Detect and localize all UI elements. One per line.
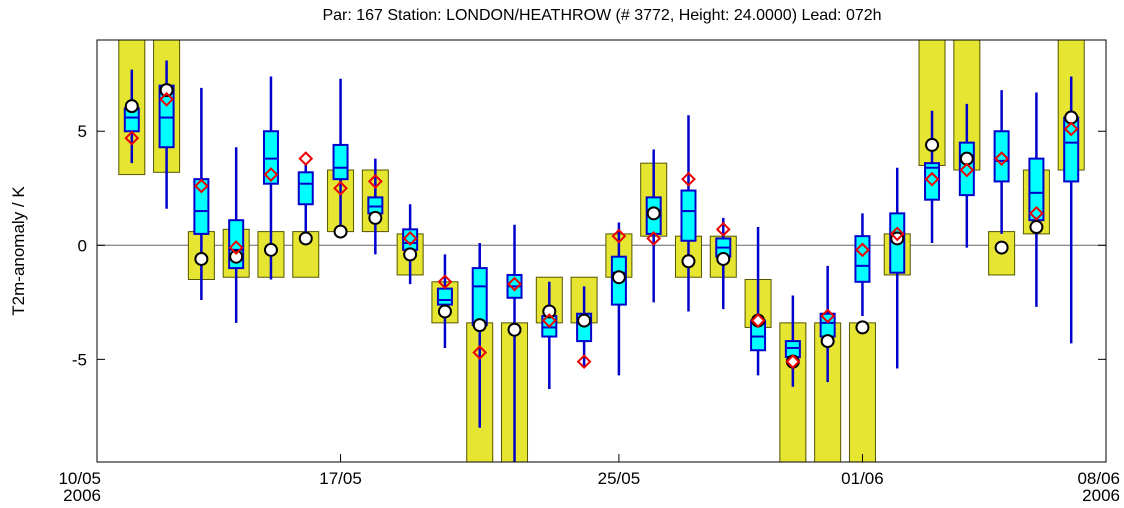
x-tick-label: 25/05 <box>598 469 641 488</box>
circle-marker <box>298 231 313 246</box>
circle-marker <box>890 231 905 246</box>
circle-marker <box>194 251 209 266</box>
chart-title: Par: 167 Station: LONDON/HEATHROW (# 377… <box>322 7 881 24</box>
band <box>814 322 842 462</box>
box <box>680 189 697 242</box>
diamond-marker <box>541 313 557 328</box>
circle-marker <box>646 206 661 221</box>
circle-marker <box>333 224 348 239</box>
diamond-marker <box>1063 121 1079 137</box>
diamond-marker <box>646 231 662 246</box>
diamond-marker <box>333 180 348 196</box>
diamond-marker <box>402 231 418 246</box>
diamond-marker <box>889 226 905 242</box>
circle-marker <box>751 313 766 328</box>
circle-marker <box>716 251 731 266</box>
circle-marker <box>437 304 452 319</box>
diamond-marker <box>994 151 1010 167</box>
diamond-marker <box>959 162 975 178</box>
diamond-marker <box>193 178 209 194</box>
diamond-marker <box>124 130 140 146</box>
circle-marker <box>403 247 418 262</box>
circle-marker <box>159 83 174 98</box>
box <box>471 267 488 327</box>
circle-marker <box>507 322 522 337</box>
diamond-marker <box>715 221 731 237</box>
diamond-marker <box>472 345 488 360</box>
circle-marker <box>229 249 244 264</box>
y-axis-label: T2m-anomaly / K <box>9 186 28 316</box>
circle-marker <box>925 137 940 152</box>
circle-marker <box>681 254 696 269</box>
diamond-marker <box>681 171 696 187</box>
box <box>332 143 349 181</box>
circle-marker <box>124 99 139 114</box>
box <box>436 287 453 306</box>
circle-marker <box>472 318 487 333</box>
diamond-marker <box>367 174 383 189</box>
circle-marker <box>994 240 1009 255</box>
diamond-marker <box>820 308 836 324</box>
y-tick-label: -5 <box>72 350 87 369</box>
diamond-marker <box>576 354 592 370</box>
diamond-marker <box>228 240 244 255</box>
circle-marker <box>577 313 592 328</box>
diamond-marker <box>263 167 279 182</box>
x-tick-label: 01/06 <box>841 469 884 488</box>
circle-marker <box>368 210 383 225</box>
x-tick-label: 17/05 <box>319 469 362 488</box>
circle-marker <box>1029 220 1044 235</box>
diamond-marker <box>750 313 766 328</box>
diamond-marker <box>855 242 870 258</box>
circle-marker <box>785 354 800 369</box>
diamond-marker <box>298 151 314 167</box>
x-tick-label: 10/05 2006 <box>58 469 101 505</box>
box <box>924 162 941 201</box>
box <box>993 130 1010 183</box>
diamond-marker <box>611 228 627 244</box>
band <box>848 322 876 462</box>
diamond-marker <box>159 91 175 107</box>
circle-marker <box>855 320 870 335</box>
y-tick-label: 0 <box>78 236 87 255</box>
circle-marker <box>611 270 626 285</box>
diamond-marker <box>437 274 453 290</box>
plot-frame <box>96 39 1107 463</box>
diamond-marker <box>924 171 940 187</box>
plot-area <box>97 40 1106 462</box>
circle-marker <box>542 304 557 319</box>
diamond-marker <box>785 354 801 370</box>
circle-marker <box>820 334 835 349</box>
box <box>297 171 314 206</box>
box <box>262 130 279 185</box>
diamond-marker <box>507 276 522 292</box>
diamond-marker <box>1028 205 1044 221</box>
y-tick-label: 5 <box>78 122 87 141</box>
circle-marker <box>263 242 278 257</box>
x-tick-label: 08/06 2006 <box>1077 469 1120 505</box>
